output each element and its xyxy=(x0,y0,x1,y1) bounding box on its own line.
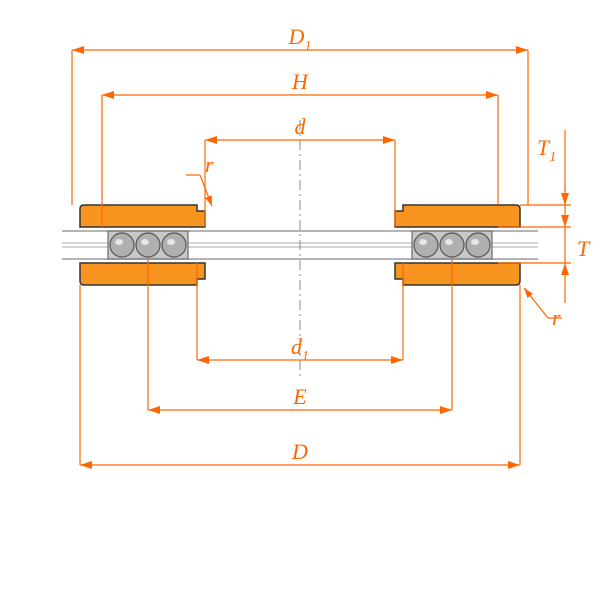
ball-r-2 xyxy=(466,233,490,257)
r-callout-lower: r xyxy=(524,288,562,330)
ball-l-0 xyxy=(110,233,134,257)
bearing-diagram: D1Hdd1EDT1Trr xyxy=(0,0,600,600)
r-callout-upper: r xyxy=(186,152,214,206)
dim-T-label: T xyxy=(577,236,591,261)
r-callout-lower-label: r xyxy=(552,305,561,330)
race-bot-r xyxy=(395,263,520,285)
dim-d1: d1 xyxy=(197,263,403,364)
race-top-l xyxy=(80,205,205,227)
ball-r-0 xyxy=(414,233,438,257)
dim-T1-label: T1 xyxy=(537,135,556,165)
race-top-r xyxy=(395,205,520,227)
dim-d: d xyxy=(205,114,395,227)
dim-D-label: D xyxy=(291,439,308,464)
ball-l-2 xyxy=(162,233,186,257)
ball-l-1 xyxy=(136,233,160,257)
dim-E-label: E xyxy=(292,384,307,409)
dim-H-label: H xyxy=(291,69,309,94)
dim-d-label: d xyxy=(295,114,307,139)
r-callout-upper-label: r xyxy=(205,152,214,177)
race-bot-l xyxy=(80,263,205,285)
ball-r-1 xyxy=(440,233,464,257)
